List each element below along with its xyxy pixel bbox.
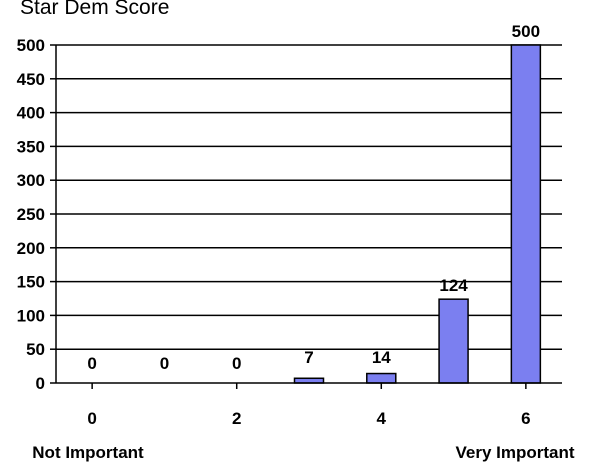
y-tick-label: 250 xyxy=(17,205,45,224)
grid-layer xyxy=(56,44,562,350)
x-tick-label: 6 xyxy=(521,409,530,428)
x-tick-labels: 0 2 4 6 xyxy=(87,409,530,428)
bar xyxy=(366,372,397,384)
x-axis-left-end-label: Not Important xyxy=(32,443,144,462)
data-label: 0 xyxy=(232,354,241,373)
y-tick-label: 400 xyxy=(17,104,45,123)
y-tick-label: 500 xyxy=(17,36,45,55)
y-tick-labels: 0 50 100 150 200 250 300 350 400 450 500 xyxy=(17,36,45,393)
y-tick-label: 450 xyxy=(17,70,45,89)
y-tick-label: 100 xyxy=(17,306,45,325)
x-tick-label: 0 xyxy=(87,409,96,428)
y-tick-label: 350 xyxy=(17,137,45,156)
y-tick-label: 300 xyxy=(17,171,45,190)
data-label: 7 xyxy=(304,348,313,367)
data-label: 14 xyxy=(372,348,391,367)
data-label: 500 xyxy=(512,22,540,41)
x-tick-label: 2 xyxy=(232,409,241,428)
y-tick-label: 200 xyxy=(17,239,45,258)
bar xyxy=(438,298,469,384)
axis-layer xyxy=(50,44,562,389)
data-labels: 0 0 0 7 14 124 500 xyxy=(87,22,540,373)
data-label: 0 xyxy=(160,354,169,373)
data-label: 0 xyxy=(87,354,96,373)
x-axis-right-end-label: Very Important xyxy=(455,443,574,462)
data-label: 124 xyxy=(439,276,468,295)
chart-title: Star Dem Score xyxy=(20,0,169,19)
x-tick-label: 4 xyxy=(377,409,387,428)
y-tick-label: 50 xyxy=(26,340,45,359)
bar xyxy=(510,44,542,384)
y-tick-label: 0 xyxy=(36,374,45,393)
y-tick-label: 150 xyxy=(17,273,45,292)
